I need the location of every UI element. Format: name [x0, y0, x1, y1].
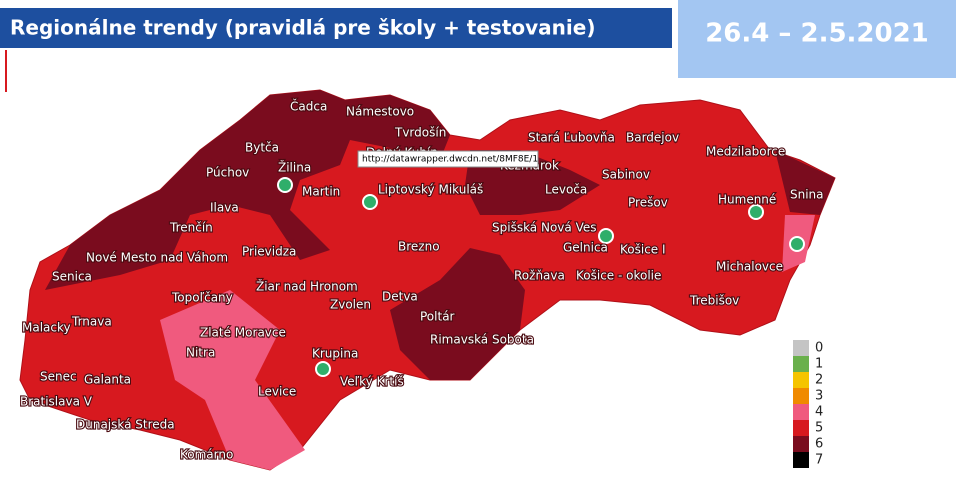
district-label: Liptovský Mikuláš — [378, 183, 483, 197]
district-label: Galanta — [84, 373, 131, 387]
marker — [598, 228, 614, 244]
accent — [5, 50, 7, 92]
legend-swatch — [793, 340, 809, 356]
district-label: Nitra — [186, 346, 215, 360]
legend-swatch — [793, 436, 809, 452]
district-label: Brezno — [398, 240, 440, 254]
legend-label: 3 — [815, 389, 823, 404]
marker — [277, 177, 293, 193]
legend-label: 0 — [815, 341, 823, 356]
legend-label: 5 — [815, 421, 823, 436]
marker — [362, 194, 378, 210]
region-dark — [45, 90, 450, 290]
legend-swatch — [793, 372, 809, 388]
legend-swatch — [793, 452, 809, 468]
district-label: Zvolen — [330, 298, 371, 312]
district-label: Michalovce — [716, 260, 783, 274]
district-label: Levoča — [545, 183, 587, 197]
district-label: Žilina — [278, 160, 311, 175]
district-label: Komárno — [180, 448, 233, 462]
district-label: Martin — [302, 185, 340, 199]
district-label: Spišská Nová Ves — [492, 221, 596, 235]
district-label: Čadca — [290, 99, 327, 114]
district-label: Veľký Krtíš — [340, 375, 404, 389]
district-label: Senec — [40, 370, 77, 384]
district-label: Nové Mesto nad Váhom — [86, 251, 228, 265]
tooltip: http://datawrapper.dwcdn.net/8MF8E/1 — [362, 155, 538, 165]
regions — [19, 89, 836, 471]
legend-label: 4 — [815, 405, 823, 420]
district-label: Rimavská Sobota — [430, 333, 534, 347]
district-label: Ilava — [210, 201, 239, 215]
district-label: Stará Ľubovňa — [528, 131, 615, 145]
district-label: Topoľčany — [171, 291, 233, 305]
district-label: Košice - okolie — [576, 269, 661, 283]
title: Regionálne trendy (pravidlá pre školy + … — [10, 16, 595, 40]
district-labels: ČadcaNámestovoTvrdošínBytčaDolný KubínŽi… — [19, 97, 825, 462]
marker — [789, 236, 805, 252]
legend-label: 1 — [815, 357, 823, 372]
tooltip-box — [357, 150, 539, 168]
district-label: Prievidza — [242, 245, 296, 259]
region-dark — [775, 150, 835, 215]
region-pink — [160, 290, 305, 470]
district-label: Senica — [52, 270, 92, 284]
district-label: Gelnica — [563, 241, 608, 255]
district-label: Snina — [790, 188, 824, 202]
district-label: Zlaté Moravce — [200, 326, 286, 340]
marker — [315, 361, 331, 377]
district-label: Dunajská Streda — [76, 418, 175, 432]
district-label: Trenčín — [169, 221, 213, 235]
marker — [748, 204, 764, 220]
legend-swatch — [793, 388, 809, 404]
legend-swatch — [793, 356, 809, 372]
region-dark — [390, 248, 525, 380]
district-label: Levice — [258, 385, 296, 399]
legend-label: 7 — [815, 453, 823, 468]
district-label: Žiar nad Hronom — [256, 279, 358, 294]
district-label: Prešov — [628, 196, 668, 210]
district-label: Púchov — [206, 166, 249, 180]
district-label: Bratislava V — [20, 395, 93, 409]
district-label: Tvrdošín — [394, 126, 446, 140]
district-label: Humenné — [718, 193, 776, 207]
district-label: Medzilaborce — [706, 145, 785, 159]
legend-label: 2 — [815, 373, 823, 388]
district-label: Bardejov — [626, 131, 679, 145]
district-label: Trnava — [71, 315, 112, 329]
date-box — [678, 0, 956, 78]
district-label: Sabinov — [602, 168, 650, 182]
legend-swatch — [793, 404, 809, 420]
district-label: Rožňava — [514, 269, 565, 283]
title-bar — [0, 8, 672, 48]
legend-label: 6 — [815, 437, 823, 452]
district-label: Poltár — [420, 310, 455, 324]
district-label: Malacky — [22, 321, 71, 335]
legend-swatch — [793, 420, 809, 436]
date: 26.4 – 2.5.2021 — [705, 19, 929, 49]
district-label: Bytča — [245, 141, 279, 155]
district-label: Košice I — [620, 243, 666, 257]
district-label: Trebišov — [689, 294, 739, 308]
district-label: Detva — [382, 290, 418, 304]
markers — [277, 177, 805, 377]
district-label: Námestovo — [346, 105, 414, 119]
district-label: Krupina — [312, 347, 358, 361]
